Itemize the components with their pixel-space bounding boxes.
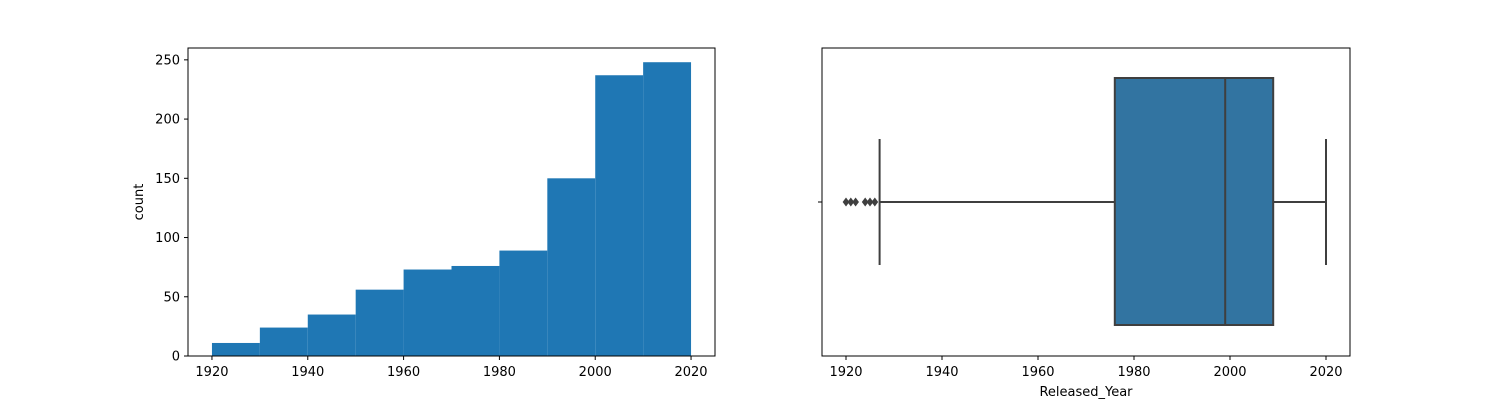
histogram-x-tick-label: 2020 [674, 365, 707, 380]
boxplot-x-ticks: 1920 1940 1960 1980 2000 2020 [829, 356, 1343, 380]
histogram-x-tick-label: 1980 [483, 365, 516, 380]
histogram-x-tick-label: 1940 [291, 365, 324, 380]
histogram-bar [307, 314, 356, 356]
histogram-bar [259, 327, 308, 356]
boxplot-outlier [852, 197, 859, 207]
histogram-bar [547, 178, 596, 356]
boxplot-outlier [842, 197, 850, 207]
boxplot-box [1113, 77, 1275, 326]
histogram-y-ticks: 0 50 100 150 200 250 [155, 53, 188, 365]
boxplot-x-axis-label: Released_Year [1039, 385, 1133, 400]
boxplot-x-tick-label: 1940 [925, 365, 958, 380]
histogram-bar [499, 250, 548, 356]
histogram-y-axis-label: count [132, 184, 147, 221]
histogram-x-tick-label: 2000 [579, 365, 612, 380]
histogram-x-tick-label: 1920 [195, 365, 228, 380]
histogram-bar [403, 269, 452, 356]
boxplot-outlier [847, 197, 855, 207]
boxplot: 1920 1940 1960 1980 2000 2020 Released_Year [818, 47, 1351, 400]
boxplot-outlier [861, 197, 869, 207]
histogram-x-ticks: 1920 1940 1960 1980 2000 2020 [195, 356, 708, 380]
boxplot-outlier [866, 197, 874, 207]
histogram-y-tick-label: 50 [163, 290, 180, 305]
histogram-y-tick-label: 100 [155, 231, 180, 246]
boxplot-x-tick-label: 1980 [1117, 365, 1150, 380]
histogram-bar [595, 75, 644, 356]
histogram-y-tick-label: 0 [172, 350, 180, 365]
histogram-bar [451, 265, 500, 356]
boxplot-elements [842, 77, 1327, 326]
histogram-y-tick-label: 250 [155, 53, 180, 68]
boxplot-x-tick-label: 2000 [1213, 365, 1246, 380]
histogram-y-tick-label: 150 [155, 172, 180, 187]
histogram-frame [187, 47, 716, 357]
histogram-y-tick-label: 200 [155, 113, 180, 128]
histogram-bars [211, 62, 692, 356]
histogram-bar [355, 289, 404, 356]
histogram-plot: 1920 1940 1960 1980 2000 2020 0 50 100 150 200 250… [132, 47, 716, 380]
boxplot-x-tick-label: 1920 [829, 365, 862, 380]
histogram-x-tick-label: 1960 [387, 365, 420, 380]
boxplot-outlier [871, 197, 879, 207]
histogram-bar [643, 62, 692, 356]
boxplot-x-tick-label: 1960 [1021, 365, 1054, 380]
histogram-bar [211, 342, 260, 356]
boxplot-x-tick-label: 2020 [1309, 365, 1342, 380]
